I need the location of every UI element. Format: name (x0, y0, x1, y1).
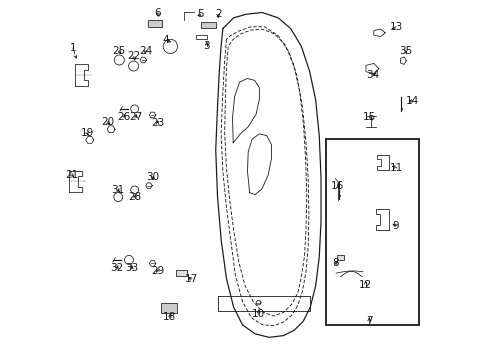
Text: 31: 31 (111, 185, 125, 195)
Bar (176, 270, 187, 276)
Text: 19: 19 (80, 128, 93, 138)
Bar (196, 35, 206, 39)
Text: 6: 6 (154, 8, 161, 18)
Text: 17: 17 (184, 274, 197, 284)
Text: 25: 25 (112, 46, 126, 56)
Text: 15: 15 (362, 112, 375, 122)
Text: 27: 27 (129, 112, 142, 122)
Bar (161, 303, 177, 313)
Bar (326, 139, 418, 325)
Text: 11: 11 (389, 163, 403, 173)
Text: 22: 22 (127, 51, 140, 61)
Text: 1: 1 (70, 43, 76, 53)
Text: 24: 24 (138, 46, 151, 56)
Text: 32: 32 (110, 263, 123, 273)
Bar (201, 22, 215, 28)
Text: 33: 33 (125, 263, 138, 273)
Text: 29: 29 (151, 266, 164, 276)
Text: 13: 13 (389, 22, 402, 32)
Text: 34: 34 (365, 70, 378, 80)
Text: 28: 28 (128, 192, 141, 202)
Text: 8: 8 (332, 258, 338, 268)
Text: 26: 26 (117, 112, 130, 122)
Text: 35: 35 (398, 46, 412, 56)
Text: 20: 20 (101, 117, 114, 127)
Text: 9: 9 (392, 221, 398, 231)
Text: 14: 14 (405, 96, 418, 106)
Text: 4: 4 (163, 35, 169, 45)
Text: 7: 7 (365, 316, 372, 326)
Text: 10: 10 (252, 309, 265, 319)
Text: 18: 18 (163, 312, 176, 322)
Text: 3: 3 (203, 41, 210, 51)
Text: 30: 30 (146, 172, 159, 182)
Text: 5: 5 (197, 9, 204, 19)
Bar (148, 20, 162, 27)
Text: 12: 12 (358, 280, 372, 290)
Bar (336, 255, 344, 261)
Text: 2: 2 (214, 9, 221, 19)
Text: 16: 16 (330, 181, 343, 191)
Text: 23: 23 (151, 118, 164, 128)
Text: 21: 21 (65, 170, 78, 180)
